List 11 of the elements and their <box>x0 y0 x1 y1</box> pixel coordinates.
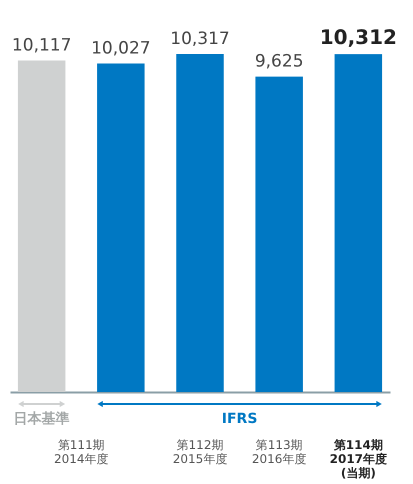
data-label: 10,312 <box>320 25 397 50</box>
x-tick-label: 第112期 2015年度 <box>172 438 228 466</box>
data-label: 10,117 <box>12 36 72 56</box>
x-tick-label: 第114期 2017年度 (当期) <box>330 438 388 480</box>
data-label: 10,317 <box>170 29 230 49</box>
x-tick-label: 第113期 2016年度 <box>252 438 306 466</box>
data-label: 10,027 <box>91 38 151 58</box>
text: IFRS <box>222 411 258 427</box>
data-label: 9,625 <box>254 52 304 72</box>
x-tick-label: 第111期 2014年度 <box>54 438 109 466</box>
text: 日本基準 <box>14 411 70 427</box>
